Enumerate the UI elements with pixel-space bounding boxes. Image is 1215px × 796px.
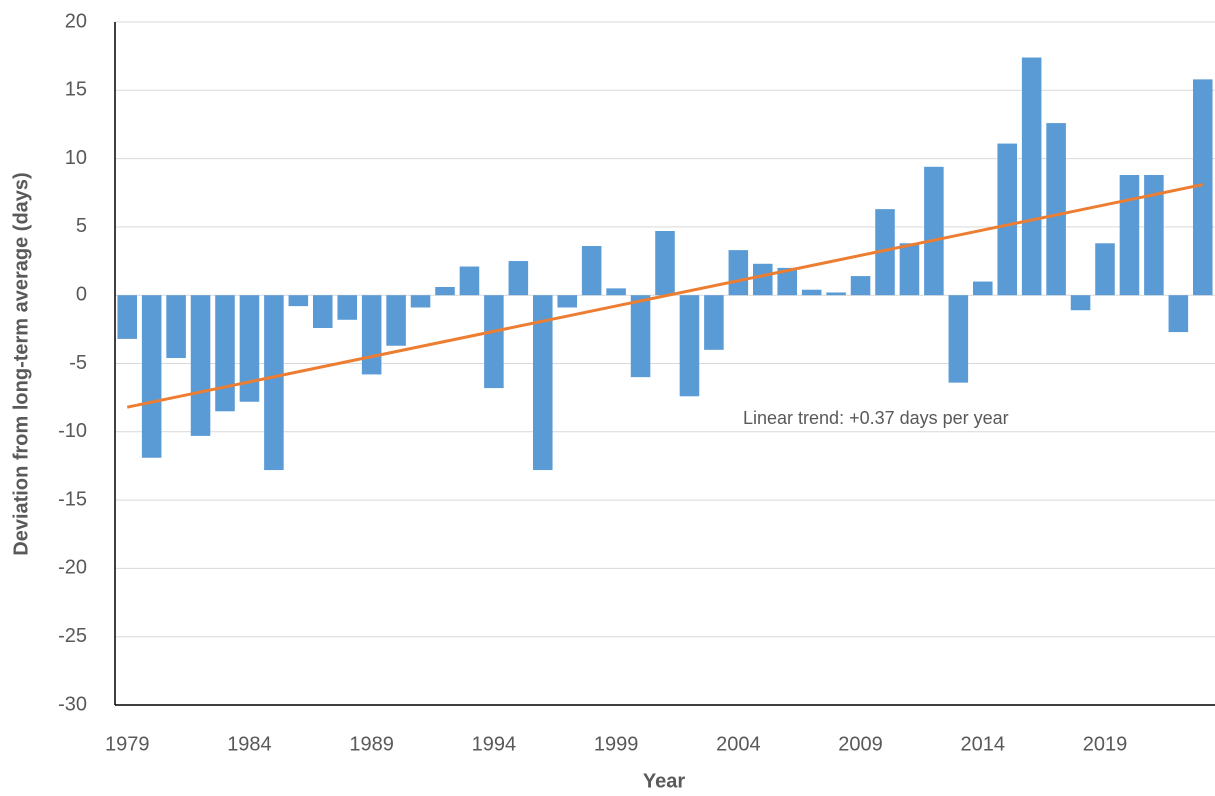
bar xyxy=(728,250,749,296)
bar xyxy=(679,295,700,397)
bar xyxy=(850,276,871,296)
bar xyxy=(337,295,357,320)
bar xyxy=(777,267,797,296)
y-tick-label: -15 xyxy=(58,488,87,510)
y-tick-label: -10 xyxy=(58,420,87,442)
bar xyxy=(459,266,480,296)
annotation: Linear trend: +0.37 days per year xyxy=(743,408,1009,428)
y-tick-label: 15 xyxy=(65,79,87,101)
x-tick-label: 1979 xyxy=(105,733,150,755)
y-axis-title: Deviation from long-term average (days) xyxy=(10,172,32,555)
bar xyxy=(508,261,529,296)
bar xyxy=(655,230,675,296)
y-tick-label: 5 xyxy=(76,215,87,237)
y-tick-label: 10 xyxy=(65,147,87,169)
x-tick-label: 1994 xyxy=(472,733,517,755)
bar xyxy=(313,295,333,328)
bar xyxy=(141,295,162,458)
bar xyxy=(435,287,455,296)
y-tick-label: 20 xyxy=(65,10,87,32)
bar xyxy=(1046,123,1066,296)
bar xyxy=(973,281,993,296)
bar xyxy=(630,295,651,378)
bar xyxy=(1119,174,1140,296)
bar xyxy=(581,246,602,296)
bar xyxy=(1193,79,1213,296)
x-tick-label: 2014 xyxy=(961,733,1006,755)
bar xyxy=(606,288,626,296)
bar xyxy=(801,289,822,296)
bar xyxy=(875,209,895,296)
x-axis-title: Year xyxy=(643,770,685,792)
x-tick-label: 1999 xyxy=(594,733,639,755)
y-tick-label: 0 xyxy=(76,283,87,305)
y-tick-label: -5 xyxy=(69,352,87,374)
x-tick-label: 2004 xyxy=(716,733,761,755)
bar xyxy=(1168,295,1189,333)
bar xyxy=(117,295,137,339)
x-tick-label: 2019 xyxy=(1083,733,1128,755)
y-tick-label: -30 xyxy=(58,693,87,715)
bar xyxy=(1021,57,1042,296)
bar xyxy=(826,292,846,296)
bar xyxy=(704,295,724,350)
bar xyxy=(386,295,406,346)
bar xyxy=(190,295,211,436)
bar xyxy=(533,295,553,471)
bar xyxy=(1070,295,1091,311)
bar xyxy=(1144,174,1164,296)
bar xyxy=(557,295,577,308)
trend-line xyxy=(126,183,1204,409)
bar xyxy=(753,263,773,296)
bar xyxy=(264,295,284,471)
bar xyxy=(1095,243,1115,296)
bar xyxy=(484,295,504,389)
bar xyxy=(924,166,944,296)
bar xyxy=(948,295,969,383)
bar xyxy=(899,243,920,296)
bar xyxy=(215,295,235,412)
bar xyxy=(997,143,1017,296)
bar xyxy=(410,295,431,308)
bar xyxy=(288,295,309,307)
bar xyxy=(361,295,382,375)
x-tick-label: 1989 xyxy=(349,733,394,755)
x-tick-label: 1984 xyxy=(227,733,272,755)
y-tick-label: -20 xyxy=(58,557,87,579)
y-tick-label: -25 xyxy=(58,625,87,647)
bar xyxy=(239,295,260,402)
x-tick-label: 2009 xyxy=(838,733,883,755)
bar xyxy=(166,295,186,359)
